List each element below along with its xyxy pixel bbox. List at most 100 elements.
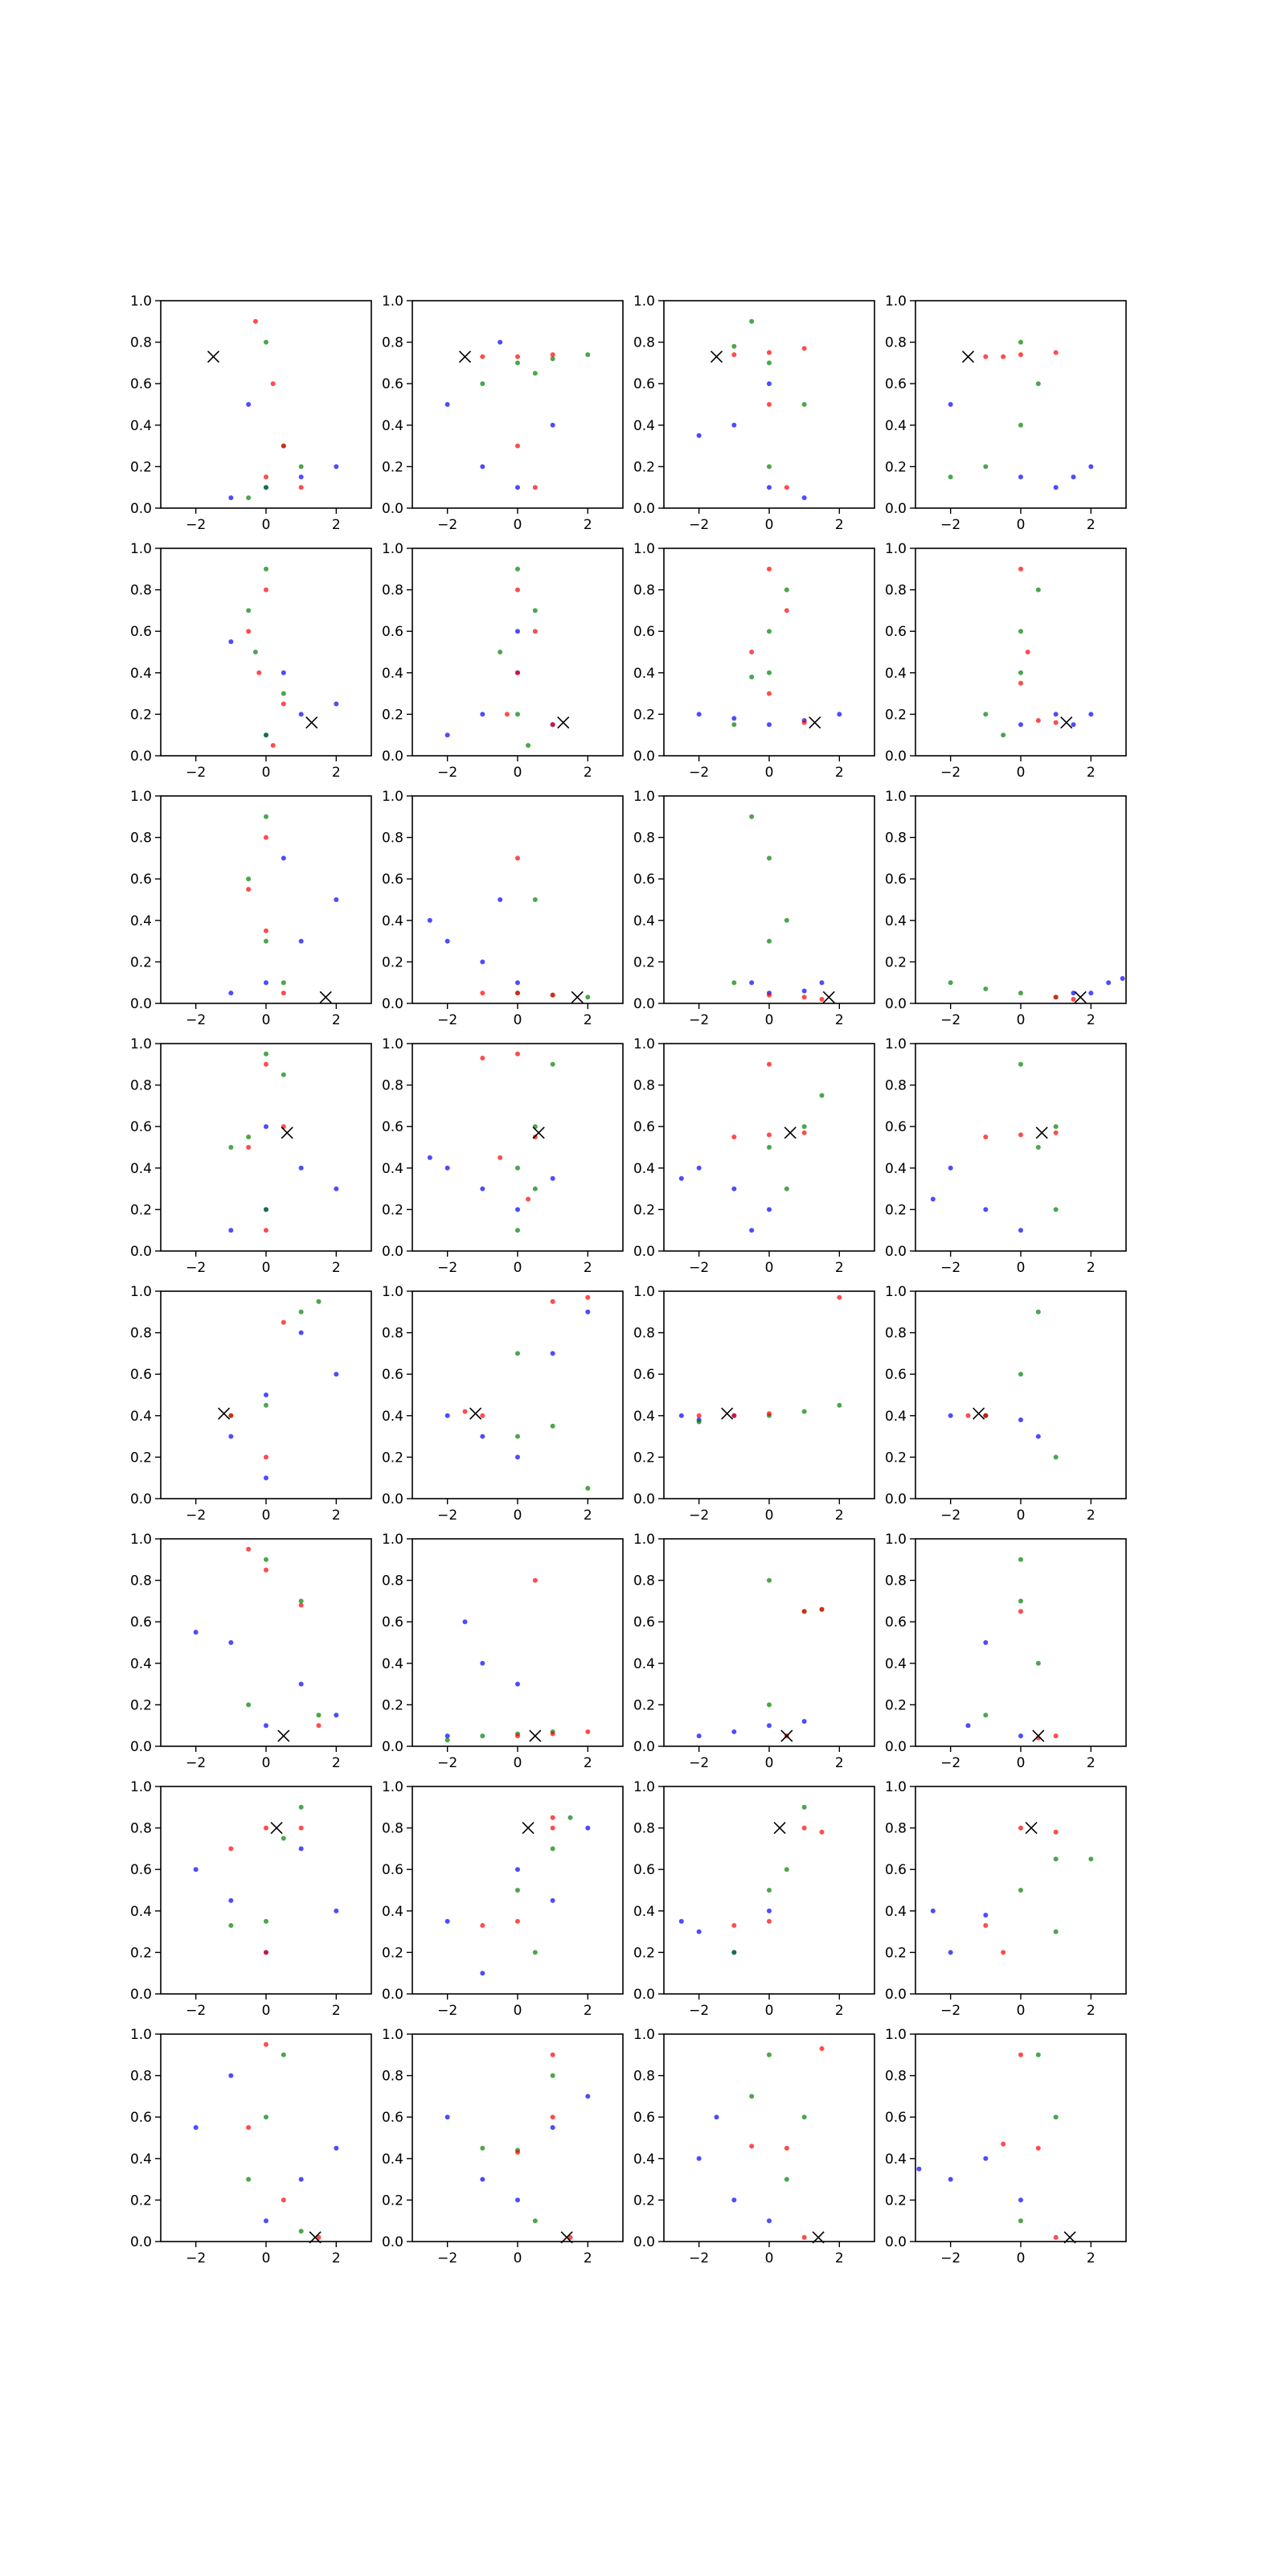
y-tick-label: 0.4 [130,666,152,682]
point [749,1228,755,1233]
y-tick-label: 0.4 [633,1656,655,1672]
point [1018,2052,1023,2057]
y-tick-label: 0.0 [885,501,907,517]
point [550,1061,555,1067]
y-tick-label: 0.0 [633,996,655,1012]
point [264,587,268,593]
marker-x [1035,1126,1048,1139]
x-tick-label: 0 [1017,1755,1026,1771]
point [264,1950,268,1955]
y-tick-label: 0.2 [382,2192,403,2209]
point [1018,2197,1023,2203]
point [228,1922,234,1928]
point [1018,1061,1023,1067]
point [480,1660,485,1666]
x-tick-label: −2 [940,1012,960,1028]
point [462,1619,468,1625]
point [983,1640,989,1645]
point [1053,1856,1059,1862]
x-tick-label: 0 [514,2003,522,2019]
point [1025,650,1030,654]
x-tick-label: 0 [262,1012,271,1028]
point [281,670,286,675]
point [444,402,450,407]
point [298,1602,304,1608]
y-tick-label: 0.8 [130,2069,152,2085]
y-tick-label: 0.6 [382,1119,403,1135]
y-tick-label: 0.2 [382,1697,403,1713]
point [767,1888,772,1893]
point [193,1867,199,1873]
y-tick-label: 0.6 [130,2110,152,2126]
y-tick-label: 0.4 [885,418,907,434]
point [767,381,772,387]
point [1001,354,1006,359]
point [298,464,304,470]
point [281,991,286,996]
point [767,1207,772,1212]
point [1018,1825,1023,1831]
subplot: −2 0 2 0.0 0.2 0.4 0.6 0.8 1.0 [633,789,875,1028]
point [983,354,989,359]
point [228,495,234,501]
y-tick-label: 0.4 [885,666,907,682]
x-tick-label: −2 [689,1012,709,1028]
y-tick-label: 1.0 [633,1779,655,1795]
point [1018,352,1023,358]
point [515,1867,520,1873]
point [1018,339,1023,345]
point [281,1836,286,1841]
point [983,1912,989,1918]
y-tick-label: 0.2 [382,707,403,723]
y-tick-label: 0.6 [130,376,152,392]
y-tick-label: 0.2 [633,2192,655,2209]
point [550,1175,555,1181]
y-tick-label: 1.0 [382,293,403,310]
x-tick-label: 0 [514,1755,522,1771]
x-tick-label: 2 [1087,517,1096,533]
point [1018,474,1023,480]
point [1001,2141,1006,2147]
marker-x [1060,716,1073,729]
point [801,2115,807,2120]
x-tick-label: 0 [514,517,522,533]
x-tick-label: −2 [437,2250,457,2266]
point [749,814,755,819]
point [784,2176,789,2182]
point [983,464,989,470]
point [784,587,789,593]
point [1071,722,1076,728]
point [1106,980,1112,986]
point [550,2125,555,2131]
point [1001,732,1006,738]
point [246,887,252,892]
y-tick-label: 0.0 [633,1491,655,1507]
point [515,354,520,359]
y-tick-label: 0.0 [130,501,152,517]
y-tick-label: 1.0 [130,293,152,310]
point [965,1413,971,1418]
point [550,1846,555,1852]
point [550,2115,555,2120]
point [585,352,591,358]
y-tick-label: 0.2 [130,1697,152,1713]
marker-x [1032,1729,1045,1742]
subplot: −2 0 2 0.0 0.2 0.4 0.6 0.8 1.0 [885,541,1127,781]
x-tick-label: −2 [186,2250,206,2266]
y-tick-label: 0.0 [382,996,403,1012]
y-tick-label: 0.0 [633,2234,655,2250]
point [749,2143,755,2149]
point [298,938,304,944]
point [801,988,807,994]
point [264,1918,268,1924]
y-tick-label: 0.4 [130,418,152,434]
point [585,1729,591,1734]
marker-x [319,991,332,1003]
y-tick-label: 0.2 [382,459,403,475]
point [1053,1124,1059,1130]
point [526,743,531,749]
point [1053,2115,1059,2120]
y-tick-label: 1.0 [885,1532,907,1548]
y-tick-label: 0.8 [633,583,655,599]
marker-x [809,716,821,729]
